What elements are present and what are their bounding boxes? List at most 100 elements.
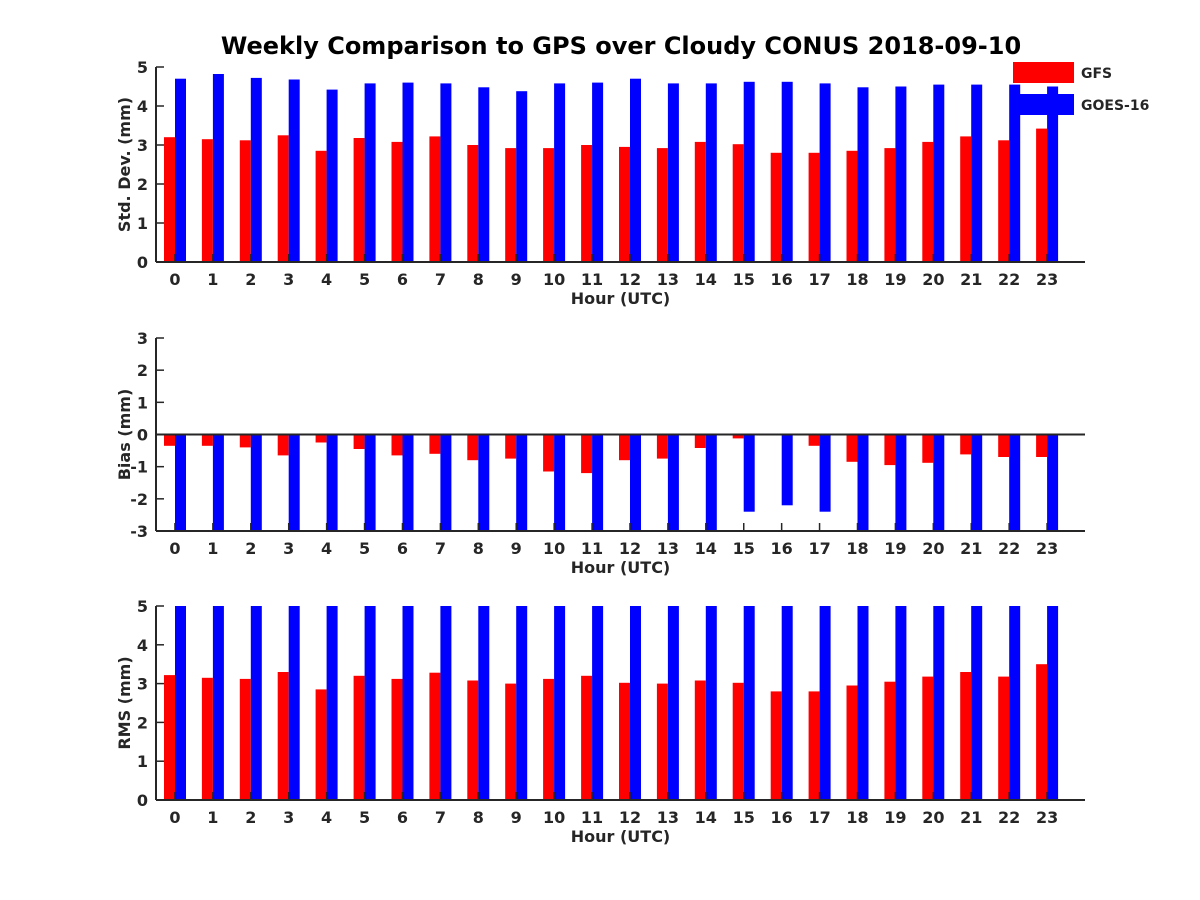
- chart-legend: GFS GOES-16: [1013, 62, 1149, 115]
- x-tick-label: 13: [657, 539, 679, 558]
- x-tick-label: 4: [321, 808, 332, 827]
- bar-gfs-hour-8: [467, 434, 479, 461]
- bar-goes-16-hour-6: [402, 434, 414, 531]
- bar-gfs-hour-5: [353, 675, 365, 800]
- bar-gfs-hour-21: [960, 434, 972, 455]
- bar-gfs-hour-8: [467, 680, 479, 800]
- bar-goes-16-hour-8: [478, 606, 490, 800]
- x-tick-label: 23: [1036, 539, 1058, 558]
- bar-gfs-hour-22: [998, 676, 1010, 800]
- y-tick-label: 1: [137, 214, 148, 233]
- bar-goes-16-hour-20: [933, 606, 945, 800]
- x-tick-label: 3: [283, 808, 294, 827]
- bar-gfs-hour-5: [353, 434, 365, 449]
- bar-gfs-hour-7: [429, 672, 441, 800]
- y-tick-label: 4: [137, 636, 148, 655]
- x-tick-label: 21: [960, 539, 982, 558]
- x-tick-label: 11: [581, 808, 603, 827]
- bar-gfs-hour-21: [960, 136, 972, 262]
- bar-goes-16-hour-4: [326, 606, 338, 800]
- bar-goes-16-hour-13: [667, 606, 679, 800]
- bar-gfs-hour-3: [277, 672, 289, 800]
- bar-goes-16-hour-9: [516, 606, 528, 800]
- bar-gfs-hour-18: [846, 434, 858, 462]
- bar-gfs-hour-19: [884, 148, 896, 262]
- bar-goes-16-hour-17: [819, 83, 831, 263]
- x-tick-label: 14: [695, 808, 717, 827]
- bar-goes-16-hour-18: [857, 606, 869, 800]
- x-tick-label: 3: [283, 270, 294, 289]
- x-tick-label: 1: [207, 270, 218, 289]
- x-tick-label: 7: [435, 539, 446, 558]
- x-tick-label: 6: [397, 539, 408, 558]
- bar-goes-16-hour-3: [288, 606, 300, 800]
- bar-goes-16-hour-0: [175, 606, 186, 800]
- x-tick-label: 16: [771, 539, 793, 558]
- bar-goes-16-hour-21: [971, 84, 983, 262]
- legend-label-goes-16: GOES-16: [1081, 98, 1149, 114]
- bar-goes-16-hour-9: [516, 434, 528, 531]
- bar-gfs-hour-10: [543, 434, 555, 472]
- bar-gfs-hour-2: [239, 140, 251, 262]
- x-tick-label: 16: [771, 270, 793, 289]
- y-tick-label: 2: [137, 175, 148, 194]
- bar-gfs-hour-18: [846, 685, 858, 800]
- y-tick-label: -2: [130, 490, 148, 509]
- bar-goes-16-hour-13: [667, 83, 679, 263]
- x-tick-label: 4: [321, 270, 332, 289]
- legend-swatch-goes-16: [1013, 94, 1074, 115]
- bar-goes-16-hour-21: [971, 434, 983, 531]
- bar-goes-16-hour-18: [857, 434, 869, 531]
- bar-gfs-hour-13: [656, 434, 668, 459]
- x-tick-label: 14: [695, 270, 717, 289]
- x-axis-label: Hour (UTC): [571, 827, 671, 846]
- bar-gfs-hour-2: [239, 678, 251, 800]
- y-tick-label: 3: [137, 136, 148, 155]
- x-tick-label: 6: [397, 270, 408, 289]
- bar-goes-16-hour-3: [288, 434, 300, 531]
- bar-goes-16-hour-5: [364, 606, 376, 800]
- bar-gfs-hour-22: [998, 434, 1010, 457]
- bar-goes-16-hour-10: [554, 606, 566, 800]
- x-tick-label: 22: [998, 808, 1020, 827]
- bar-goes-16-hour-20: [933, 84, 945, 262]
- x-tick-label: 8: [473, 270, 484, 289]
- bar-goes-16-hour-1: [212, 606, 224, 800]
- bar-goes-16-hour-4: [326, 434, 338, 531]
- y-tick-label: 2: [137, 713, 148, 732]
- x-tick-label: 6: [397, 808, 408, 827]
- bar-gfs-hour-12: [619, 682, 630, 800]
- y-axis-label: Bias (mm): [115, 389, 134, 481]
- bar-goes-16-hour-14: [705, 606, 717, 800]
- y-tick-label: 4: [137, 97, 148, 116]
- x-tick-label: 10: [543, 270, 565, 289]
- y-tick-label: 3: [137, 329, 148, 348]
- bar-gfs-hour-13: [656, 148, 668, 262]
- y-tick-label: 5: [137, 58, 148, 77]
- bar-gfs-hour-16: [770, 691, 782, 800]
- x-axis-label: Hour (UTC): [571, 289, 671, 308]
- x-tick-label: 18: [846, 270, 868, 289]
- x-tick-label: 3: [283, 539, 294, 558]
- bar-goes-16-hour-2: [250, 606, 262, 800]
- x-tick-label: 12: [619, 808, 641, 827]
- bar-gfs-hour-15: [732, 144, 744, 262]
- x-tick-label: 22: [998, 270, 1020, 289]
- y-tick-label: 5: [137, 597, 148, 616]
- x-tick-label: 14: [695, 539, 717, 558]
- bar-gfs-hour-4: [315, 434, 327, 443]
- x-tick-label: 0: [169, 270, 180, 289]
- bar-gfs-hour-10: [543, 148, 555, 262]
- bar-gfs-hour-4: [315, 150, 327, 262]
- bar-goes-16-hour-3: [288, 79, 300, 262]
- y-axis-label: RMS (mm): [115, 656, 134, 749]
- x-tick-label: 2: [245, 808, 256, 827]
- x-tick-label: 2: [245, 270, 256, 289]
- x-tick-label: 8: [473, 808, 484, 827]
- bar-gfs-hour-23: [1036, 434, 1048, 457]
- bar-gfs-hour-8: [467, 145, 479, 262]
- y-tick-label: 0: [137, 426, 148, 445]
- bar-gfs-hour-0: [164, 675, 175, 800]
